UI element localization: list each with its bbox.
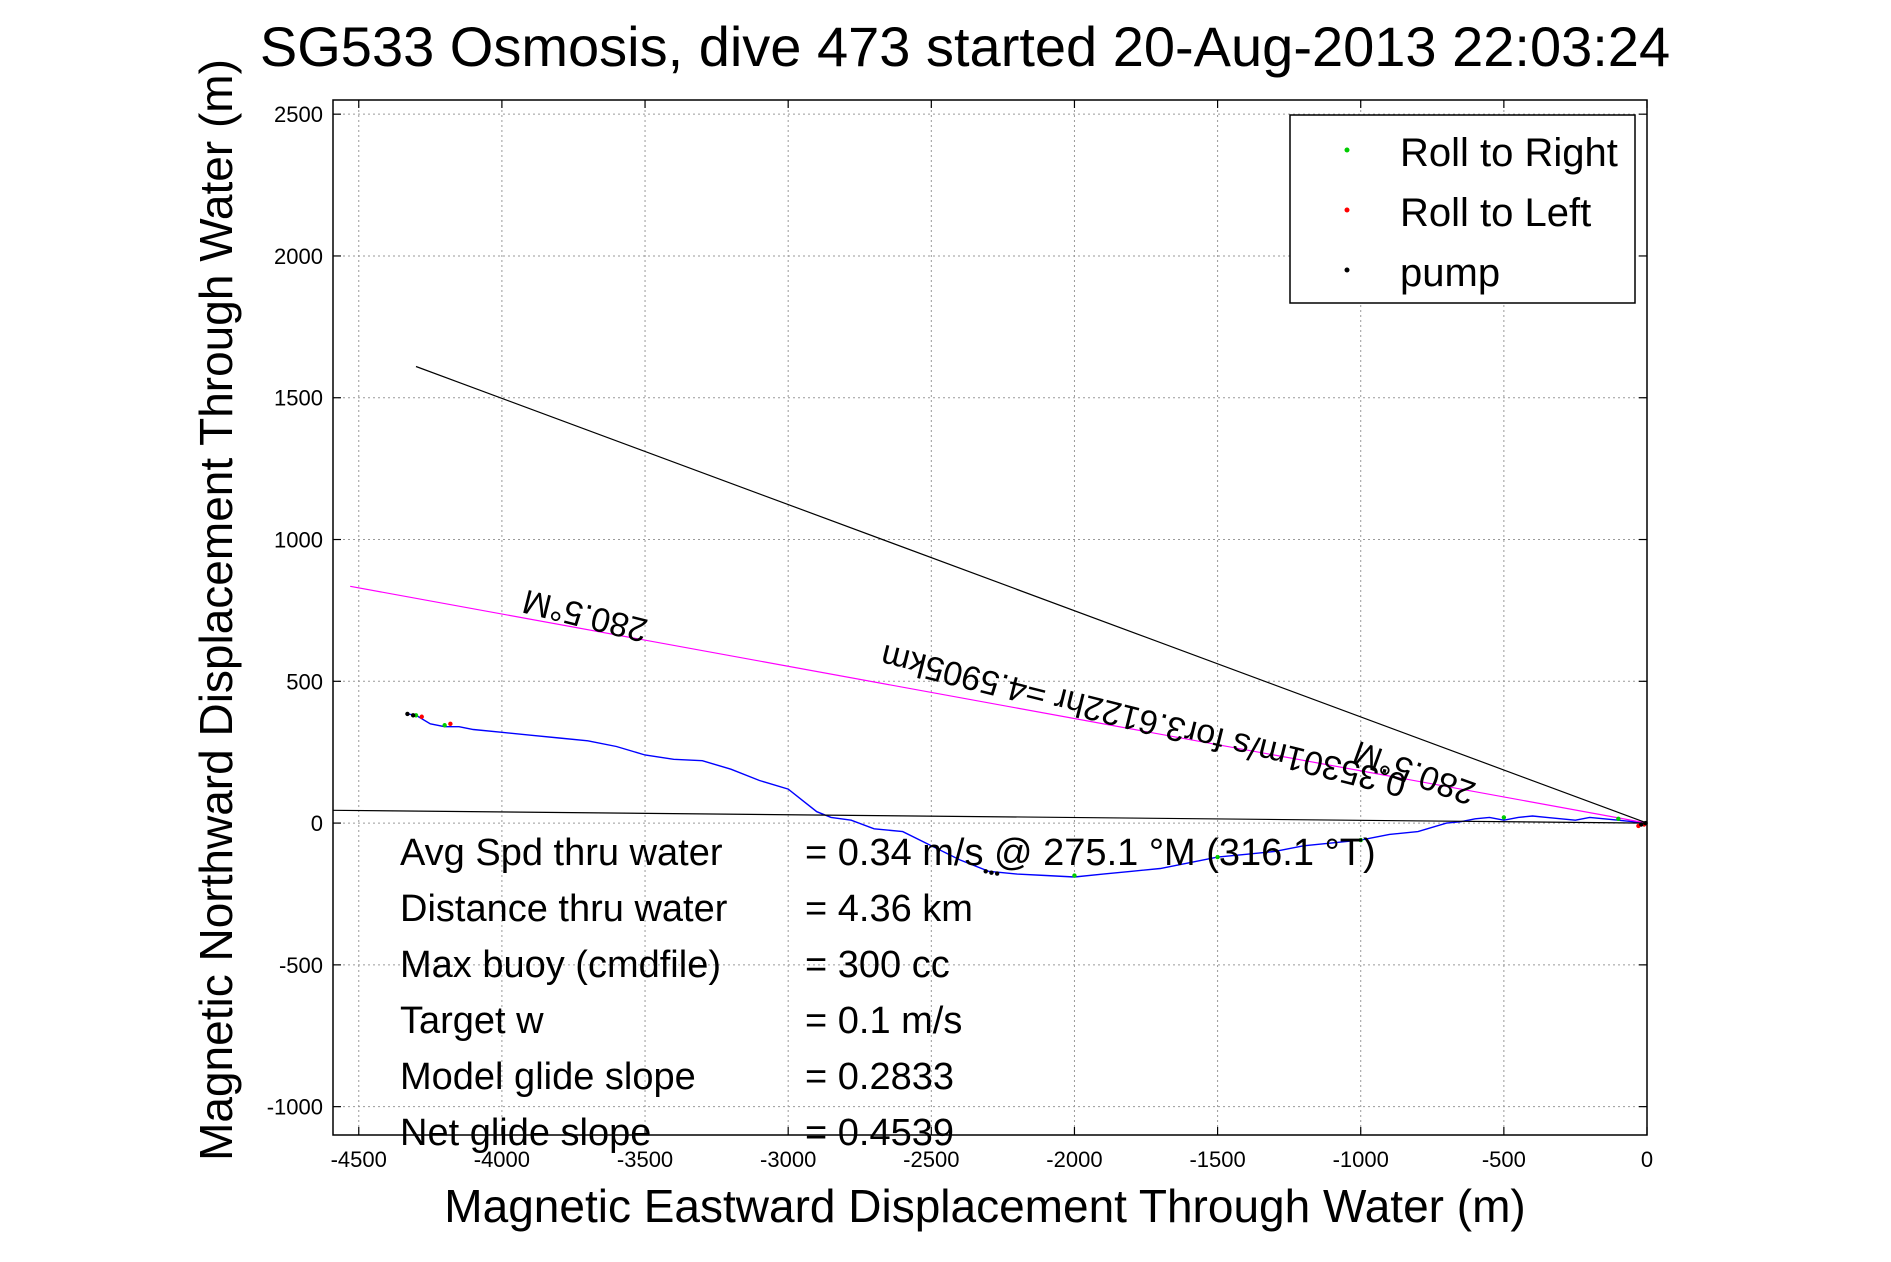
y-tick-label: 0 [311,811,323,836]
series-line-2 [415,365,1648,824]
stat-label: Model glide slope [400,1056,696,1098]
x-tick-label: 0 [1641,1147,1653,1172]
series-line-1 [350,585,1648,824]
marker-roll-right [1616,816,1621,822]
marker-pump [983,869,988,874]
stat-value: = 0.2833 [805,1056,954,1098]
legend-marker [1344,267,1350,273]
series-line-0 [407,713,1648,878]
x-tick-label: -3000 [760,1147,816,1172]
x-tick-label: -2500 [903,1147,959,1172]
marker-roll-right [1072,873,1077,878]
y-tick-label: -1000 [267,1095,323,1120]
grid-layer [333,100,1648,1135]
stat-value: = 300 cc [805,944,950,986]
x-tick-label: -4000 [474,1147,530,1172]
marker-pump [994,871,1000,876]
plot-frame [332,99,1648,1136]
stat-label: Avg Spd thru water [400,832,723,874]
stat-value: = 4.36 km [805,888,973,930]
marker-roll-right [1215,854,1220,860]
series-layer [332,365,1648,878]
stat-value: = 0.1 m/s [805,1000,962,1042]
y-tick-label: 1000 [274,528,323,553]
marker-roll-right [1501,815,1507,820]
marker-roll-right [1358,837,1363,843]
x-tick-label: -3500 [617,1147,673,1172]
legend-label: Roll to Left [1400,191,1591,235]
marker-layer [405,711,1648,878]
marker-pump [405,711,410,717]
stat-value: = 0.4539 [805,1112,954,1154]
x-tick-label: -1500 [1189,1147,1245,1172]
legend-label: pump [1400,251,1500,295]
stat-label: Net glide slope [400,1112,651,1154]
x-tick-label: -4500 [331,1147,387,1172]
y-tick-label: 2000 [274,244,323,269]
stats-layer: Avg Spd thru water = 0.34 m/s @ 275.1 °M … [400,832,1376,1154]
y-tick-label: -500 [279,953,323,978]
marker-pump [410,713,416,718]
tick-layer: -4500 -4000 -3500 -3000 -2500 -2000 -1500 -1000… [267,100,1653,1172]
x-axis-label: Magnetic Eastward Displacement Through W… [444,1180,1525,1232]
stat-label: Max buoy (cmdfile) [400,944,721,986]
x-tick-label: -2000 [1046,1147,1102,1172]
legend-label: Roll to Right [1400,131,1618,175]
x-tick-label: -1000 [1333,1147,1389,1172]
y-tick-label: 2500 [274,102,323,127]
marker-roll-left [448,721,453,727]
y-tick-label: 1500 [274,386,323,411]
stat-value: = 0.34 m/s @ 275.1 °M (316.1 °T) [805,832,1376,874]
legend-marker [1344,147,1350,153]
y-tick-label: 500 [286,669,323,694]
stat-label: Distance thru water [400,888,728,930]
x-tick-label: -500 [1482,1147,1526,1172]
stat-label: Target w [400,1000,544,1042]
series-line-3 [332,809,1648,824]
chart-title: SG533 Osmosis, dive 473 started 20-Aug-2… [260,15,1670,78]
marker-roll-right [442,723,447,728]
legend-layer: Roll to Right Roll to Left pump [1289,114,1636,304]
y-axis-label: Magnetic Northward Displacement Through … [190,59,242,1161]
marker-pump [989,870,994,875]
legend-marker [1344,207,1350,213]
marker-roll-left [419,714,424,719]
